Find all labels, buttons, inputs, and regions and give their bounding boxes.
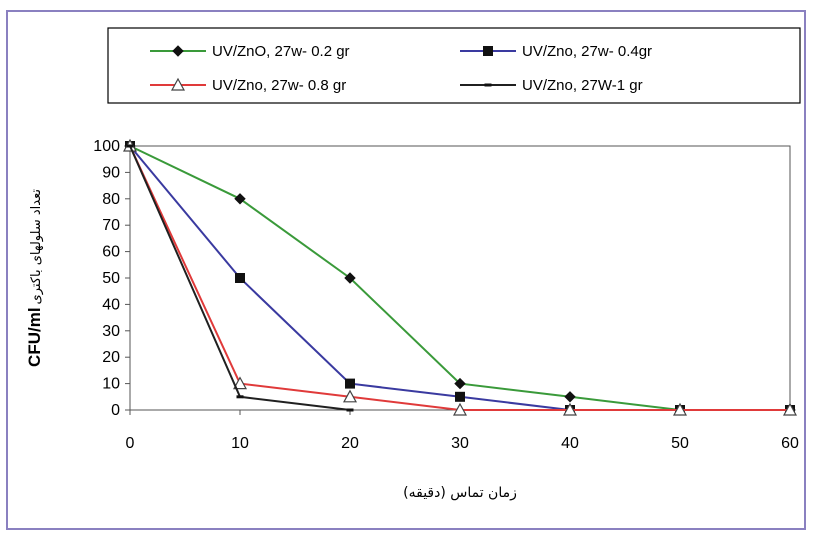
legend-label: UV/Zno, 27W-1 gr	[522, 77, 643, 94]
legend-label: UV/Zno, 27w- 0.8 gr	[212, 77, 346, 94]
x-tick-label: 40	[561, 435, 579, 452]
series-group	[122, 138, 798, 416]
y-tick-label: 50	[102, 270, 120, 287]
x-tick-label: 60	[781, 435, 799, 452]
y-tick-label: 30	[102, 323, 120, 340]
x-axis: 0 10 20 30 40 50 60	[126, 410, 799, 452]
y-axis-label: CFU/ml تعداد سلولهای باکتری	[25, 189, 44, 367]
legend-entry: UV/Zno, 27w- 0.4gr	[460, 43, 652, 60]
data-point	[672, 402, 688, 416]
series-4	[126, 144, 354, 412]
x-tick-label: 50	[671, 435, 689, 452]
y-tick-label: 20	[102, 349, 120, 366]
data-point	[455, 391, 465, 402]
data-point	[562, 402, 578, 416]
legend-marker	[172, 45, 184, 57]
series-3	[122, 138, 798, 416]
legend-entry: UV/Zno, 27W-1 gr	[460, 77, 643, 94]
data-point	[564, 391, 576, 403]
x-axis-label: زمان تماس (دقیقه)	[403, 485, 517, 501]
data-point	[235, 273, 245, 283]
data-point	[234, 193, 246, 205]
legend-label: UV/Zno, 27w- 0.4gr	[522, 43, 652, 60]
y-axis-label-text: تعداد سلولهای باکتری	[29, 189, 44, 305]
data-point	[346, 408, 354, 412]
data-point	[344, 272, 356, 284]
y-tick-label: 40	[102, 296, 120, 313]
y-tick-label: 10	[102, 376, 120, 393]
legend-marker	[484, 83, 492, 87]
legend-marker	[483, 46, 493, 56]
data-point	[782, 402, 798, 416]
legend-box	[107, 27, 801, 104]
data-point	[236, 395, 244, 399]
data-point	[454, 377, 466, 390]
legend: UV/ZnO, 27w- 0.2 gr UV/Zno, 27w- 0.4gr UV/…	[150, 43, 652, 94]
y-tick-label: 0	[111, 402, 120, 419]
legend-label: UV/ZnO, 27w- 0.2 gr	[212, 43, 350, 60]
legend-entry: UV/ZnO, 27w- 0.2 gr	[150, 43, 350, 60]
x-tick-label: 30	[451, 435, 469, 452]
data-point	[452, 402, 468, 416]
y-tick-label: 60	[102, 244, 120, 261]
data-point	[345, 378, 355, 389]
x-tick-label: 10	[231, 435, 249, 452]
x-tick-label: 0	[126, 435, 135, 452]
y-tick-label: 80	[102, 191, 120, 208]
y-tick-label: 100	[93, 138, 120, 155]
data-point	[232, 376, 248, 390]
y-tick-label: 70	[102, 217, 120, 234]
legend-marker	[170, 77, 186, 91]
y-axis: 0 10 20 30 40 50 60 70 80 90 100	[93, 138, 130, 419]
data-point	[342, 389, 358, 403]
x-tick-label: 20	[341, 435, 359, 452]
legend-entry: UV/Zno, 27w- 0.8 gr	[150, 77, 346, 94]
y-axis-label-bold: CFU/ml	[25, 307, 44, 367]
y-tick-label: 90	[102, 164, 120, 181]
data-point	[126, 144, 134, 148]
